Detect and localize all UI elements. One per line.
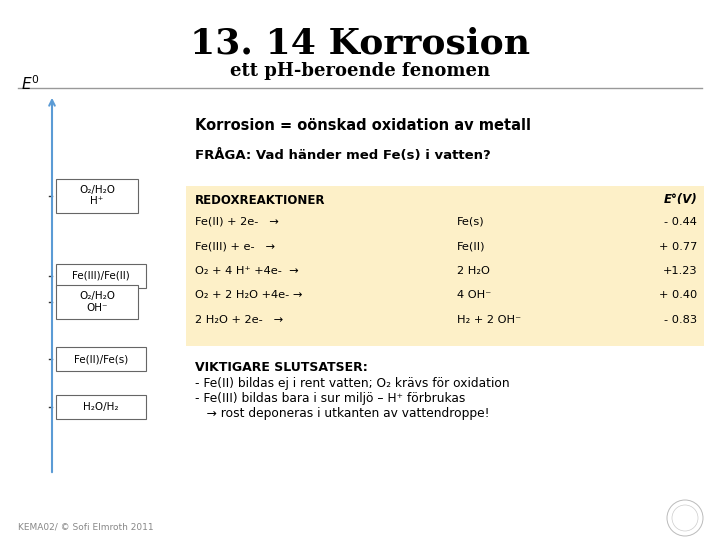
Text: H₂O/H₂: H₂O/H₂ — [84, 402, 119, 411]
Text: O₂ + 4 H⁺ +4e-  →: O₂ + 4 H⁺ +4e- → — [195, 266, 299, 276]
Text: $E^0$: $E^0$ — [21, 75, 40, 93]
Text: FRÅGA: Vad händer med Fe(s) i vatten?: FRÅGA: Vad händer med Fe(s) i vatten? — [195, 148, 491, 161]
Text: Fe(III)/Fe(II): Fe(III)/Fe(II) — [72, 271, 130, 280]
Text: O₂ + 2 H₂O +4e- →: O₂ + 2 H₂O +4e- → — [195, 291, 302, 300]
Text: - Fe(II) bildas ej i rent vatten; O₂ krävs för oxidation: - Fe(II) bildas ej i rent vatten; O₂ krä… — [195, 377, 510, 390]
Text: Korrosion = oönskad oxidation av metall: Korrosion = oönskad oxidation av metall — [195, 118, 531, 132]
Text: H₂ + 2 OH⁻: H₂ + 2 OH⁻ — [457, 315, 521, 325]
FancyBboxPatch shape — [186, 186, 704, 346]
Text: → rost deponeras i utkanten av vattendroppe!: → rost deponeras i utkanten av vattendro… — [195, 407, 490, 420]
Text: - Fe(III) bildas bara i sur miljö – H⁺ förbrukas: - Fe(III) bildas bara i sur miljö – H⁺ f… — [195, 392, 465, 405]
Text: Fe(II): Fe(II) — [457, 241, 485, 252]
Text: 2 H₂O + 2e-   →: 2 H₂O + 2e- → — [195, 315, 283, 325]
Text: VIKTIGARE SLUTSATSER:: VIKTIGARE SLUTSATSER: — [195, 361, 368, 374]
Text: O₂/H₂O
OH⁻: O₂/H₂O OH⁻ — [79, 291, 115, 313]
FancyBboxPatch shape — [56, 179, 138, 213]
Text: - 0.83: - 0.83 — [664, 315, 697, 325]
Text: O₂/H₂O
H⁺: O₂/H₂O H⁺ — [79, 185, 115, 206]
Text: + 0.77: + 0.77 — [659, 241, 697, 252]
Text: Fe(III) + e-   →: Fe(III) + e- → — [195, 241, 275, 252]
Text: REDOXREAKTIONER: REDOXREAKTIONER — [195, 193, 325, 206]
FancyBboxPatch shape — [56, 347, 146, 371]
FancyBboxPatch shape — [56, 285, 138, 319]
Text: ett pH-beroende fenomen: ett pH-beroende fenomen — [230, 62, 490, 80]
Text: Fe(II) + 2e-   →: Fe(II) + 2e- → — [195, 217, 279, 227]
Text: Fe(s): Fe(s) — [457, 217, 485, 227]
FancyBboxPatch shape — [56, 264, 146, 287]
Text: 4 OH⁻: 4 OH⁻ — [457, 291, 491, 300]
Text: - 0.44: - 0.44 — [664, 217, 697, 227]
Text: +1.23: +1.23 — [662, 266, 697, 276]
Text: KEMA02/ © Sofi Elmroth 2011: KEMA02/ © Sofi Elmroth 2011 — [18, 523, 153, 532]
Text: Fe(II)/Fe(s): Fe(II)/Fe(s) — [74, 354, 128, 364]
Text: E°(V): E°(V) — [663, 193, 697, 206]
Text: 2 H₂O: 2 H₂O — [457, 266, 490, 276]
FancyBboxPatch shape — [56, 395, 146, 418]
Text: + 0.40: + 0.40 — [659, 291, 697, 300]
Text: 13. 14 Korrosion: 13. 14 Korrosion — [190, 26, 530, 60]
